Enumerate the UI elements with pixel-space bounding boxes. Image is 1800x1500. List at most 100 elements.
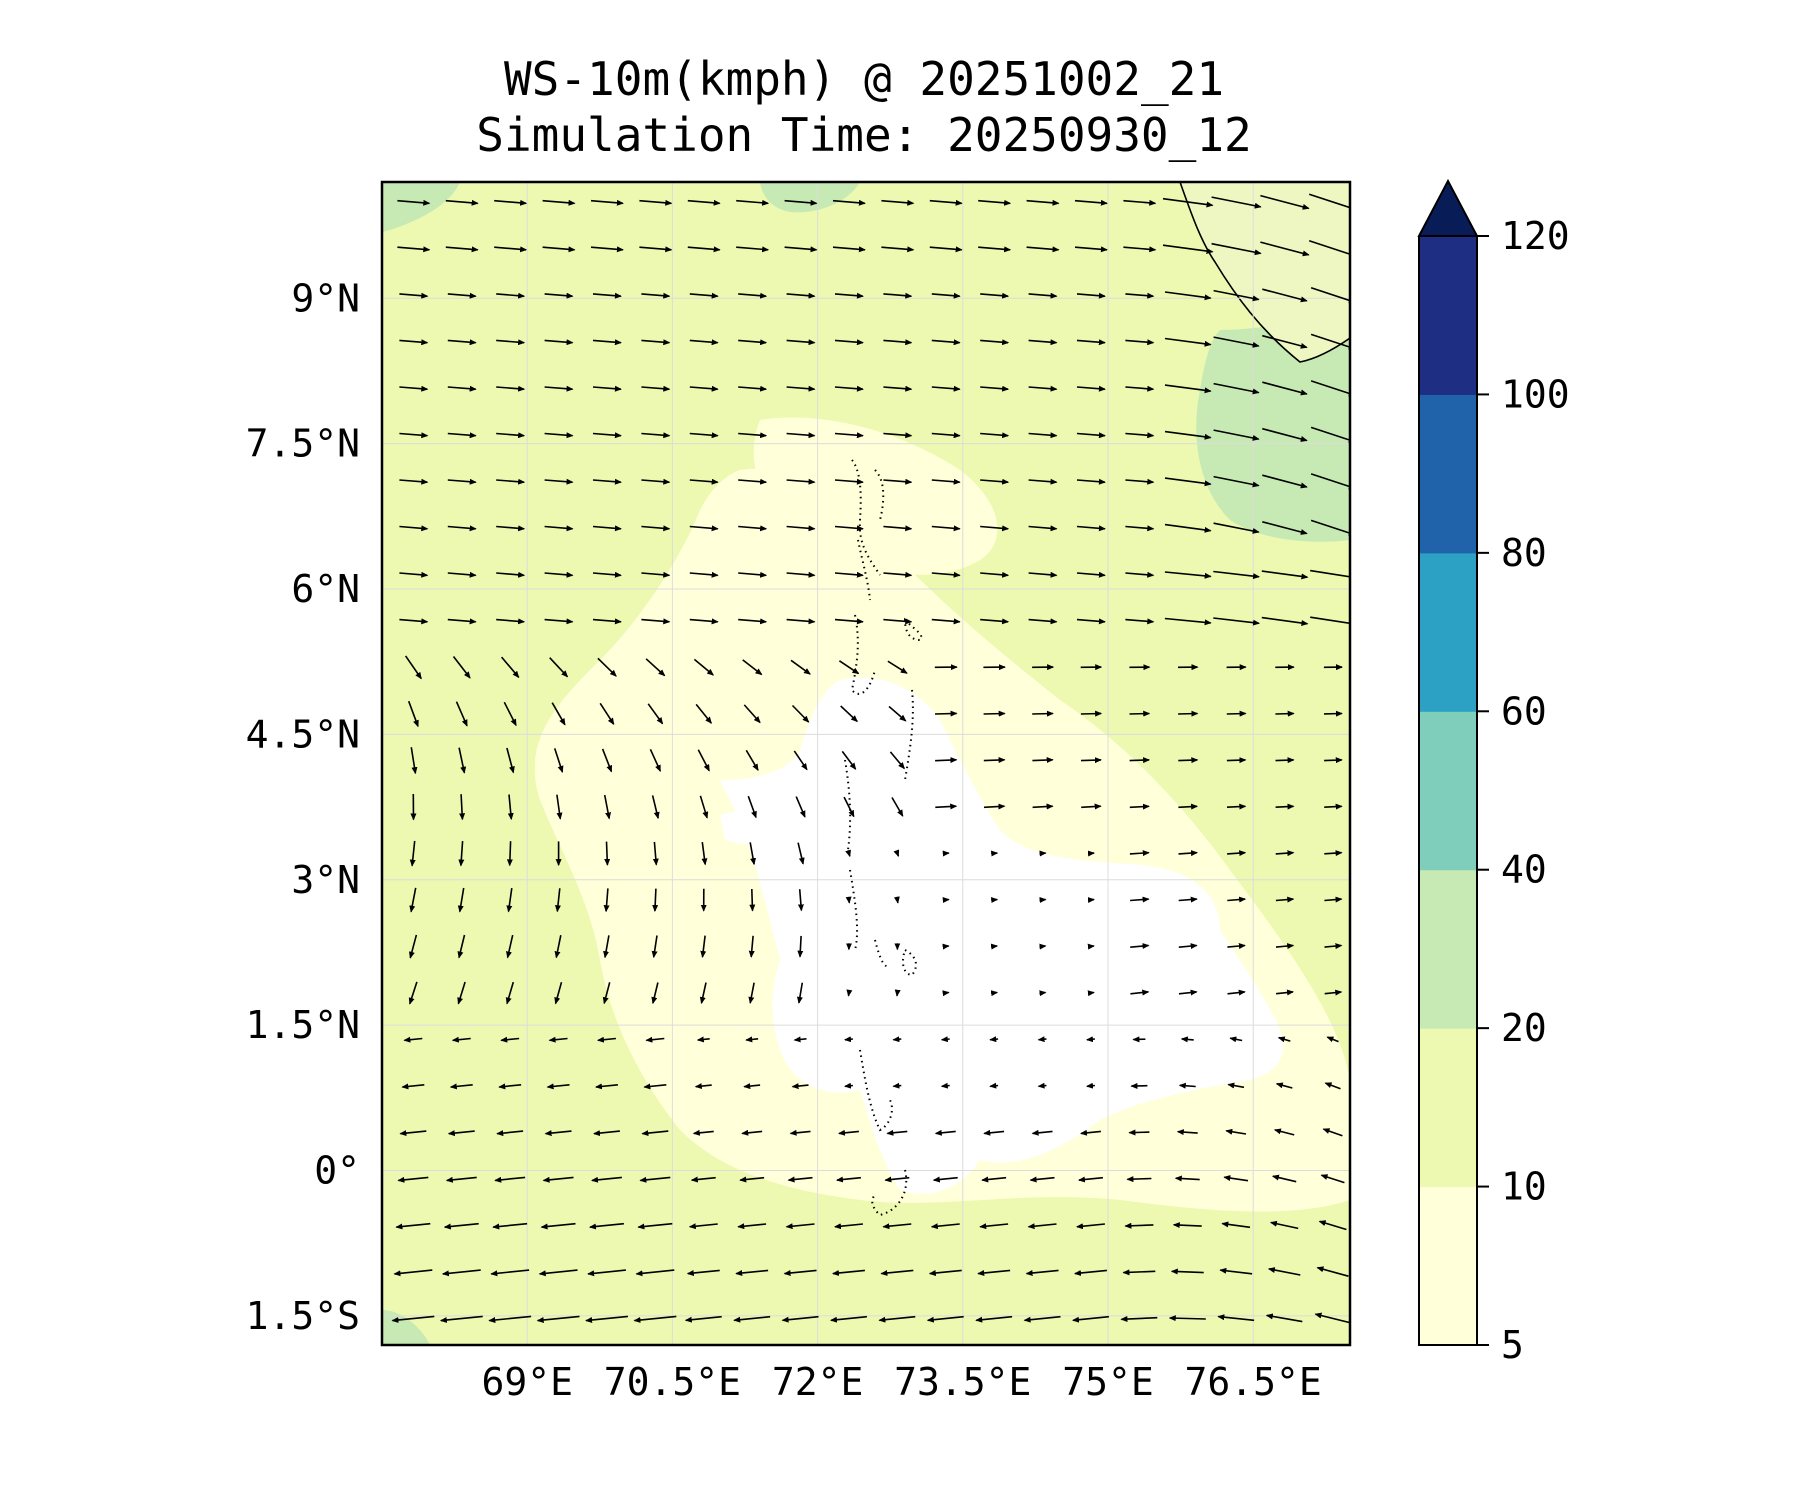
- wind-arrow: [506, 747, 515, 774]
- wind-arrow: [686, 1269, 720, 1276]
- wind-arrow: [1260, 241, 1310, 257]
- wind-arrow: [1086, 1036, 1095, 1043]
- wind-arrow: [1125, 385, 1155, 392]
- wind-arrow: [447, 339, 477, 346]
- wind-arrow: [1324, 850, 1343, 857]
- longitude-axis: 69°E 70.5°E 72°E 73.5°E 75°E 76.5°E: [481, 1360, 1321, 1404]
- wind-arrow: [447, 432, 477, 439]
- wind-arrow: [1310, 380, 1350, 397]
- colorbar-segment: [1419, 1028, 1477, 1188]
- wind-arrow: [602, 982, 611, 1005]
- wind-arrow: [639, 1176, 671, 1183]
- wind-arrow: [1275, 1082, 1293, 1089]
- wind-arrow: [399, 432, 429, 439]
- wind-arrow: [832, 1269, 865, 1276]
- wind-arrow: [553, 748, 564, 773]
- wind-arrow: [397, 1176, 429, 1183]
- wind-arrow: [1164, 523, 1212, 533]
- wind-arrow: [738, 385, 768, 392]
- wind-arrow: [738, 478, 768, 485]
- wind-arrow: [409, 840, 416, 867]
- longitude-tick-label: 75°E: [1062, 1360, 1154, 1404]
- wind-arrow: [887, 660, 908, 674]
- wind-arrow: [1324, 943, 1343, 950]
- wind-arrow: [651, 982, 659, 1005]
- colorbar-tick-label: 120: [1501, 214, 1570, 258]
- wind-arrow: [980, 432, 1010, 439]
- colorbar-segment: [1419, 552, 1477, 712]
- wind-arrow: [1275, 803, 1295, 810]
- wind-arrow: [1310, 333, 1350, 350]
- colorbar-segment: [1419, 711, 1477, 871]
- wind-arrow: [1324, 989, 1343, 996]
- latitude-tick-label: 6°N: [291, 567, 360, 611]
- wind-arrow: [645, 658, 666, 677]
- wind-arrow: [500, 656, 520, 679]
- wind-arrow: [544, 478, 574, 485]
- wind-arrow: [1081, 803, 1102, 810]
- wind-arrow: [883, 571, 913, 578]
- wind-arrow: [1074, 246, 1108, 253]
- wind-arrow: [494, 199, 528, 206]
- wind-arrow: [1076, 385, 1106, 392]
- wind-arrow: [942, 990, 950, 997]
- wind-arrow: [786, 385, 816, 392]
- wind-arrow: [980, 339, 1010, 346]
- wind-arrow: [445, 1176, 477, 1183]
- strong-wind-north-band: [760, 182, 860, 213]
- wind-arrow: [884, 1176, 910, 1183]
- calm-region-west: [720, 810, 790, 845]
- wind-arrow: [700, 935, 707, 958]
- wind-arrow: [1262, 427, 1308, 442]
- wind-arrow: [599, 702, 615, 726]
- wind-arrow: [641, 385, 671, 392]
- wind-arrow: [651, 935, 658, 959]
- wind-arrow: [407, 700, 419, 728]
- wind-arrow: [786, 618, 816, 625]
- wind-arrow: [1129, 757, 1151, 764]
- longitude-tick-label: 70.5°E: [604, 1360, 741, 1404]
- wind-arrow: [791, 704, 810, 723]
- wind-arrow: [990, 990, 999, 997]
- wind-arrow: [1028, 339, 1058, 346]
- wind-arrow: [496, 571, 526, 578]
- wind-arrow: [1262, 474, 1308, 489]
- wind-arrow: [931, 292, 961, 299]
- wind-arrow: [978, 199, 1012, 206]
- wind-arrow: [1072, 1315, 1109, 1323]
- wind-arrow: [1219, 1267, 1253, 1275]
- wind-arrow: [736, 199, 770, 206]
- wind-arrow: [929, 246, 963, 253]
- wind-arrow: [738, 339, 768, 346]
- wind-arrow: [689, 525, 719, 532]
- wind-arrow: [1316, 1266, 1349, 1277]
- wind-arrow: [1176, 1129, 1198, 1136]
- wind-arrow: [935, 757, 958, 764]
- wind-arrow: [637, 1222, 673, 1230]
- wind-arrow: [797, 889, 804, 912]
- wind-arrow: [1275, 710, 1295, 717]
- wind-arrow: [447, 292, 477, 299]
- wind-arrow: [496, 1130, 524, 1137]
- wind-arrow: [592, 385, 622, 392]
- wind-arrow: [844, 1082, 853, 1089]
- wind-arrow: [738, 525, 768, 532]
- wind-arrow: [652, 888, 659, 912]
- wind-arrow: [693, 658, 714, 676]
- wind-vectors: [391, 193, 1350, 1324]
- wind-arrow: [1180, 1036, 1194, 1043]
- wind-arrow: [790, 659, 811, 675]
- wind-arrow: [1076, 618, 1106, 625]
- wind-arrow: [1125, 292, 1155, 299]
- wind-arrow: [544, 571, 574, 578]
- wind-arrow: [544, 618, 574, 625]
- map-frame: [380, 180, 1352, 1347]
- wind-arrow: [692, 1129, 714, 1136]
- wind-arrow: [393, 1269, 433, 1277]
- wind-arrow: [1178, 1082, 1196, 1089]
- wind-arrow: [1178, 850, 1198, 857]
- wind-arrow: [1164, 291, 1212, 301]
- wind-arrow: [1125, 571, 1155, 578]
- wind-arrow: [1277, 1036, 1291, 1043]
- wind-arrow: [689, 339, 719, 346]
